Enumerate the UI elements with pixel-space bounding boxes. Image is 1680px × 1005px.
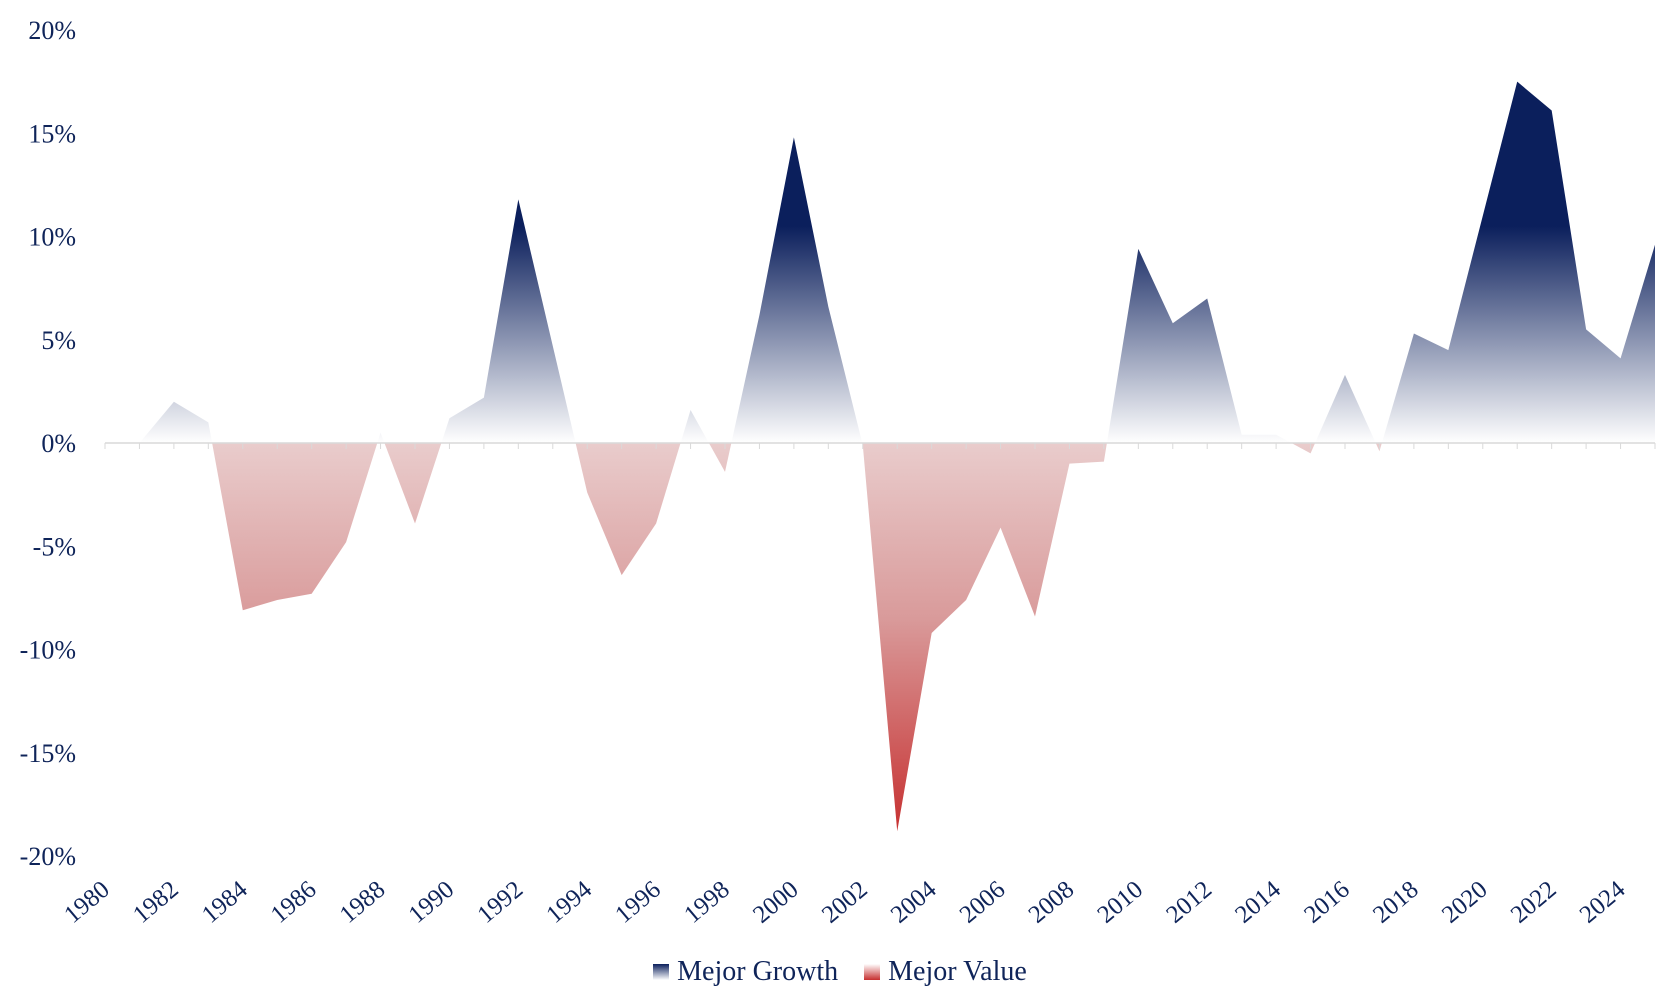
x-tick-label: 2024 — [1575, 876, 1631, 929]
value-area-13 — [1375, 443, 1382, 452]
x-tick-label: 2022 — [1506, 876, 1562, 929]
x-tick-label: 2010 — [1093, 876, 1149, 929]
x-tick-label: 2004 — [886, 876, 942, 929]
x-tick-label: 1980 — [59, 876, 115, 929]
legend: Mejor Growth Mejor Value — [0, 952, 1680, 992]
x-tick-label: 2020 — [1437, 876, 1493, 929]
growth-area-0 — [105, 401, 213, 443]
y-tick-label: 20% — [28, 16, 76, 45]
x-tick-label: 1984 — [197, 876, 253, 929]
legend-swatch-growth — [653, 964, 670, 980]
value-area-9 — [862, 443, 1107, 832]
y-tick-label: -15% — [20, 739, 76, 768]
growth-area-8 — [731, 137, 863, 443]
x-tick-label: 1990 — [404, 876, 460, 929]
legend-item-growth[interactable]: Mejor Growth — [653, 956, 838, 988]
value-area-5 — [575, 443, 681, 576]
growth-area-10 — [1106, 248, 1292, 443]
value-area-3 — [384, 443, 442, 524]
legend-swatch-value — [864, 964, 881, 980]
value-area-1 — [212, 443, 378, 611]
y-tick-label: -20% — [20, 842, 76, 871]
x-tick-label: 2014 — [1230, 876, 1286, 929]
x-tick-label: 1996 — [610, 876, 666, 929]
x-tick-label: 1994 — [541, 876, 597, 929]
x-tick-label: 2012 — [1161, 876, 1217, 929]
y-tick-label: -5% — [33, 532, 76, 561]
x-tick-label: 2016 — [1299, 876, 1355, 929]
growth-area-4 — [441, 199, 576, 443]
legend-item-value[interactable]: Mejor Value — [864, 956, 1027, 988]
legend-label-growth: Mejor Growth — [677, 956, 839, 987]
x-tick-label: 2018 — [1368, 876, 1424, 929]
x-tick-label: 1988 — [335, 876, 391, 929]
growth-area-2 — [377, 432, 385, 443]
value-area-7 — [708, 443, 732, 472]
y-tick-label: -10% — [20, 636, 76, 665]
growth-area-14 — [1381, 81, 1655, 443]
y-tick-label: 10% — [28, 223, 76, 252]
x-tick-label: 1986 — [266, 876, 322, 929]
growth-area-12 — [1315, 374, 1376, 443]
growth-area-6 — [680, 409, 709, 443]
area-series — [105, 81, 1655, 832]
y-tick-label: 5% — [41, 326, 76, 355]
x-tick-label: 2002 — [817, 876, 873, 929]
x-tick-label: 2000 — [748, 876, 804, 929]
value-area-11 — [1291, 443, 1316, 454]
x-tick-label: 1998 — [679, 876, 735, 929]
y-tick-label: 0% — [41, 429, 76, 458]
x-tick-label: 1982 — [128, 876, 184, 929]
x-tick-label: 2008 — [1024, 876, 1080, 929]
legend-label-value: Mejor Value — [888, 956, 1027, 987]
x-tick-label: 2006 — [955, 876, 1011, 929]
x-tick-label: 1992 — [473, 876, 529, 929]
y-tick-label: 15% — [28, 119, 76, 148]
